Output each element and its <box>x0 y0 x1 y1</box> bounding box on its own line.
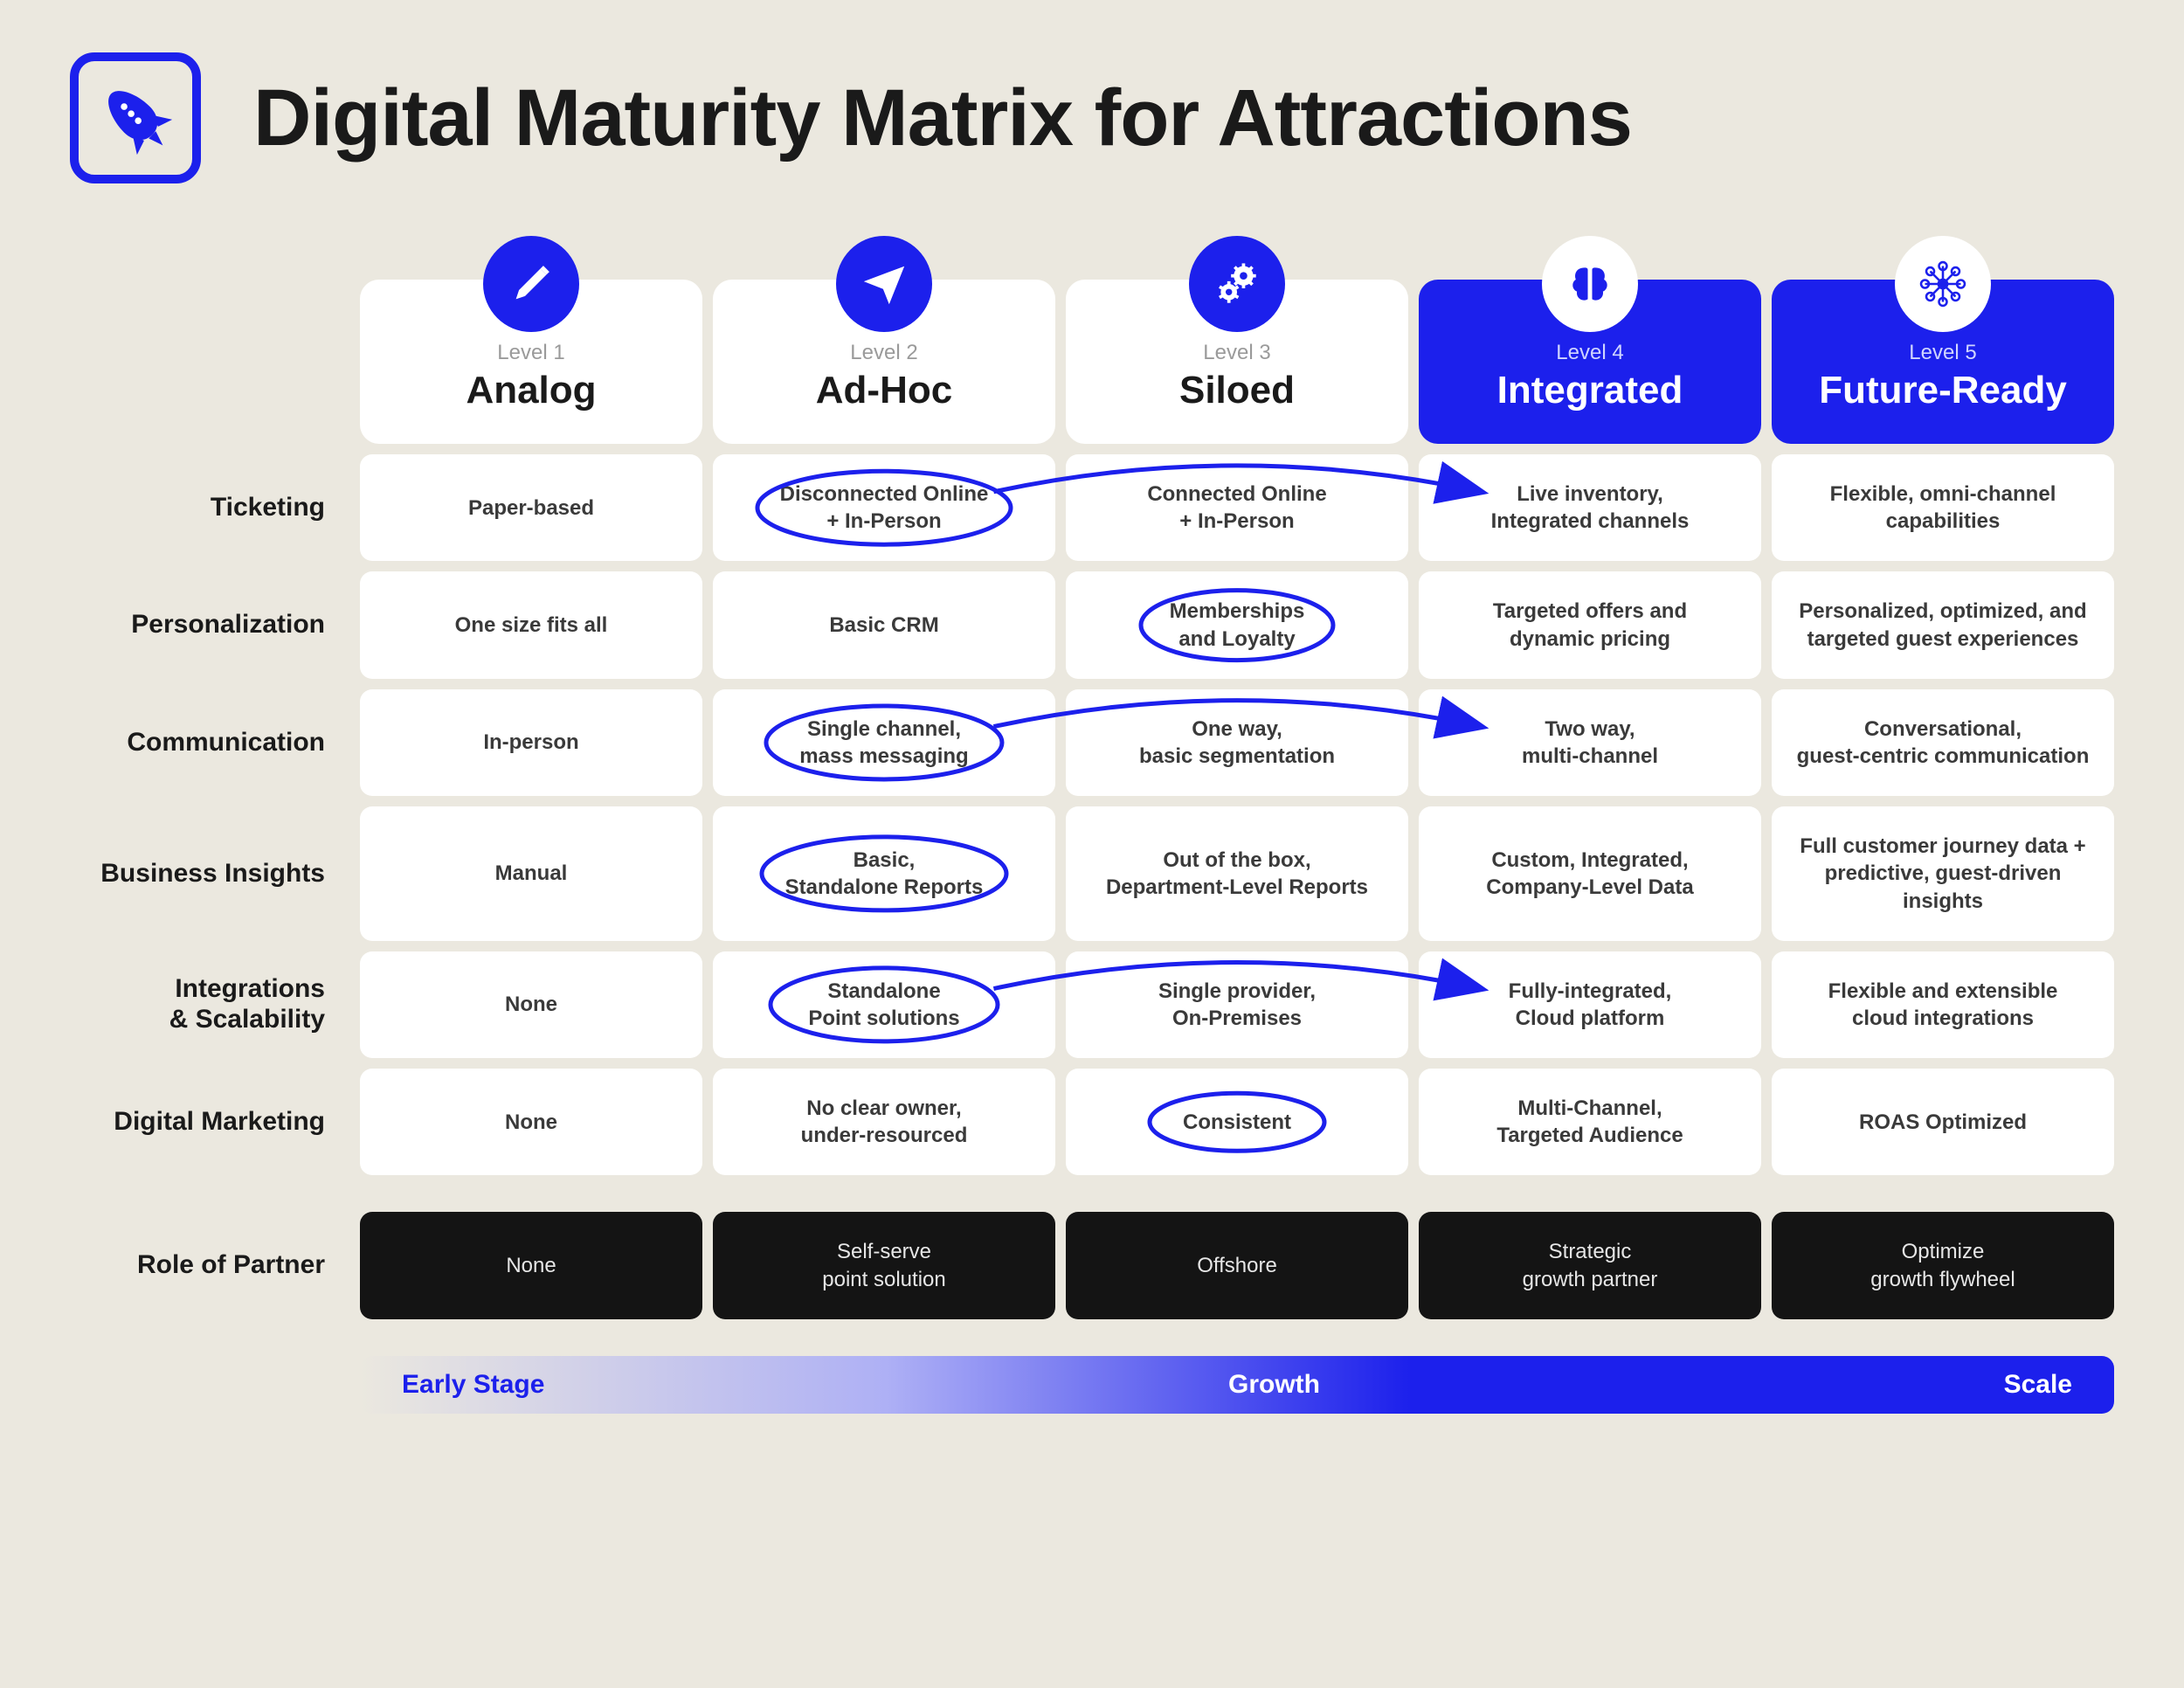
logo <box>70 52 201 183</box>
matrix-cell: Basic,Standalone Reports <box>713 806 1055 941</box>
matrix-cell: Paper-based <box>360 454 702 561</box>
stage-scale: Scale <box>2004 1370 2072 1400</box>
matrix-cell: Targeted offers anddynamic pricing <box>1419 571 1761 678</box>
matrix-grid: Level 1AnalogLevel 2Ad-HocLevel 3SiloedL… <box>70 236 2114 1414</box>
level-label: Level 4 <box>1436 341 1744 365</box>
matrix-cell: Live inventory,Integrated channels <box>1419 454 1761 561</box>
row-label: Integrations& Scalability <box>70 951 349 1058</box>
plane-icon <box>836 236 932 332</box>
row-label: Digital Marketing <box>70 1069 349 1175</box>
matrix-cell: In-person <box>360 689 702 796</box>
matrix-cell: Custom, Integrated,Company-Level Data <box>1419 806 1761 941</box>
matrix-cell: No clear owner,under-resourced <box>713 1069 1055 1175</box>
matrix-cell: Fully-integrated,Cloud platform <box>1419 951 1761 1058</box>
row-label: Business Insights <box>70 806 349 941</box>
matrix-cell: One way,basic segmentation <box>1066 689 1408 796</box>
gears-icon <box>1189 236 1285 332</box>
stage-early: Early Stage <box>402 1370 544 1400</box>
level-header-1: Level 1 Analog <box>360 280 702 444</box>
matrix-cell: Full customer journey data +predictive, … <box>1772 806 2114 941</box>
level-name: Integrated <box>1436 369 1744 412</box>
partner-cell: Strategicgrowth partner <box>1419 1212 1761 1318</box>
row-label: Communication <box>70 689 349 796</box>
brain-icon <box>1542 236 1638 332</box>
level-header-3: Level 3 Siloed <box>1066 280 1408 444</box>
matrix-cell: Manual <box>360 806 702 941</box>
level-header-5: Level 5 Future-Ready <box>1772 280 2114 444</box>
matrix-cell: Connected Online+ In-Person <box>1066 454 1408 561</box>
matrix-cell: Disconnected Online+ In-Person <box>713 454 1055 561</box>
rocket-icon <box>94 77 177 160</box>
matrix-cell: One size fits all <box>360 571 702 678</box>
matrix-cell: Single channel,mass messaging <box>713 689 1055 796</box>
partner-cell: Optimizegrowth flywheel <box>1772 1212 2114 1318</box>
level-label: Level 5 <box>1789 341 2097 365</box>
level-name: Ad-Hoc <box>730 369 1038 412</box>
matrix-cell: Flexible, omni-channelcapabilities <box>1772 454 2114 561</box>
partner-cell: None <box>360 1212 702 1318</box>
matrix-cell: Consistent <box>1066 1069 1408 1175</box>
matrix-cell: Multi-Channel,Targeted Audience <box>1419 1069 1761 1175</box>
page-title: Digital Maturity Matrix for Attractions <box>253 73 1632 164</box>
level-label: Level 3 <box>1083 341 1391 365</box>
matrix-cell: Conversational,guest-centric communicati… <box>1772 689 2114 796</box>
level-header-4: Level 4 Integrated <box>1419 280 1761 444</box>
matrix-cell: StandalonePoint solutions <box>713 951 1055 1058</box>
matrix-cell: Personalized, optimized, andtargeted gue… <box>1772 571 2114 678</box>
level-header-2: Level 2 Ad-Hoc <box>713 280 1055 444</box>
level-label: Level 1 <box>377 341 685 365</box>
matrix-cell: None <box>360 1069 702 1175</box>
matrix-cell: None <box>360 951 702 1058</box>
level-label: Level 2 <box>730 341 1038 365</box>
row-label-partner: Role of Partner <box>70 1212 349 1318</box>
partner-cell: Self-servepoint solution <box>713 1212 1055 1318</box>
partner-cell: Offshore <box>1066 1212 1408 1318</box>
row-label: Personalization <box>70 571 349 678</box>
level-name: Analog <box>377 369 685 412</box>
matrix-cell: Basic CRM <box>713 571 1055 678</box>
stage-growth: Growth <box>1228 1370 1320 1400</box>
stage-bar: Early Stage Growth Scale <box>360 1356 2114 1414</box>
network-icon <box>1895 236 1991 332</box>
row-label: Ticketing <box>70 454 349 561</box>
matrix-cell: Single provider,On-Premises <box>1066 951 1408 1058</box>
matrix-cell: Two way,multi-channel <box>1419 689 1761 796</box>
level-name: Future-Ready <box>1789 369 2097 412</box>
matrix-cell: Membershipsand Loyalty <box>1066 571 1408 678</box>
matrix-cell: Out of the box,Department-Level Reports <box>1066 806 1408 941</box>
matrix-cell: ROAS Optimized <box>1772 1069 2114 1175</box>
level-name: Siloed <box>1083 369 1391 412</box>
matrix-cell: Flexible and extensiblecloud integration… <box>1772 951 2114 1058</box>
pencil-icon <box>483 236 579 332</box>
